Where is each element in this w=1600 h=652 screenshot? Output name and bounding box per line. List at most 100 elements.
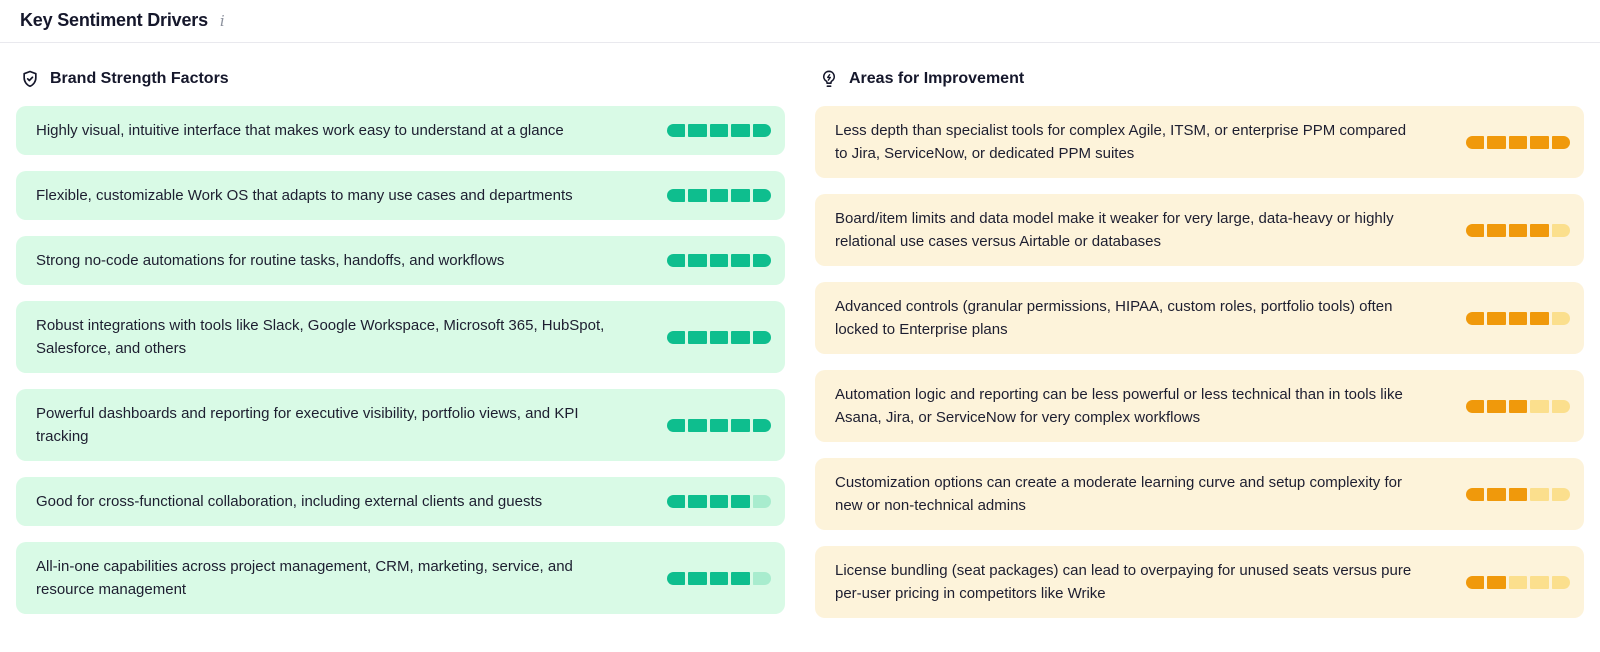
sentiment-card: Robust integrations with tools like Slac…	[16, 301, 785, 373]
shield-check-icon	[20, 69, 40, 89]
meter-segment	[1551, 399, 1571, 413]
meter-segment	[752, 571, 772, 585]
meter-segment	[1551, 223, 1571, 237]
meter-segment	[688, 254, 707, 267]
lightbulb-icon	[819, 69, 839, 89]
meter-segment	[752, 124, 772, 137]
page-header: Key Sentiment Drivers i	[0, 0, 1600, 42]
card-text: Robust integrations with tools like Slac…	[36, 317, 605, 357]
meter-segment	[1530, 399, 1549, 413]
meter-segment	[709, 254, 729, 267]
sentiment-card: Highly visual, intuitive interface that …	[16, 106, 785, 155]
meter-segment	[1530, 487, 1549, 501]
meter-segment	[1530, 311, 1549, 325]
sentiment-card: Board/item limits and data model make it…	[815, 194, 1584, 266]
meter-segment	[688, 495, 707, 508]
sentiment-meter	[667, 189, 772, 202]
meter-segment	[688, 418, 707, 432]
meter-segment	[667, 189, 686, 202]
column-title-improvement: Areas for Improvement	[849, 70, 1025, 87]
meter-segment	[667, 418, 686, 432]
card-text: Board/item limits and data model make it…	[835, 210, 1394, 250]
column-title-strengths: Brand Strength Factors	[50, 70, 229, 87]
meter-segment	[731, 189, 750, 202]
card-text: Powerful dashboards and reporting for ex…	[36, 405, 579, 445]
card-text: Automation logic and reporting can be le…	[835, 386, 1403, 426]
meter-segment	[1508, 135, 1528, 149]
meter-segment	[1466, 223, 1485, 237]
meter-segment	[731, 571, 750, 585]
meter-segment	[731, 495, 750, 508]
card-text: Highly visual, intuitive interface that …	[36, 122, 564, 139]
card-text: Strong no-code automations for routine t…	[36, 252, 505, 269]
meter-segment	[667, 495, 686, 508]
meter-segment	[688, 124, 707, 137]
meter-segment	[1530, 223, 1549, 237]
sentiment-card: Strong no-code automations for routine t…	[16, 236, 785, 285]
meter-segment	[752, 495, 772, 508]
card-text: License bundling (seat packages) can lea…	[835, 562, 1412, 602]
card-text: Customization options can create a moder…	[835, 474, 1402, 514]
meter-segment	[1466, 135, 1485, 149]
meter-segment	[1551, 135, 1571, 149]
sentiment-card: Powerful dashboards and reporting for ex…	[16, 389, 785, 461]
sentiment-meter	[667, 495, 772, 508]
meter-segment	[667, 330, 686, 344]
meter-segment	[752, 330, 772, 344]
meter-segment	[1487, 399, 1506, 413]
meter-segment	[1466, 487, 1485, 501]
meter-segment	[667, 571, 686, 585]
meter-segment	[688, 330, 707, 344]
sentiment-card: Customization options can create a moder…	[815, 458, 1584, 530]
meter-segment	[731, 124, 750, 137]
card-text: Flexible, customizable Work OS that adap…	[36, 187, 573, 204]
sentiment-meter	[1466, 311, 1571, 325]
meter-segment	[1487, 135, 1506, 149]
sentiment-meter	[667, 330, 772, 344]
sentiment-meter	[667, 254, 772, 267]
meter-segment	[1508, 223, 1528, 237]
sentiment-meter	[1466, 135, 1571, 149]
meter-segment	[709, 495, 729, 508]
meter-segment	[1508, 311, 1528, 325]
card-text: Less depth than specialist tools for com…	[835, 122, 1407, 162]
card-text: All-in-one capabilities across project m…	[36, 558, 573, 598]
meter-segment	[688, 571, 707, 585]
sentiment-meter	[1466, 575, 1571, 589]
sentiment-meter	[667, 418, 772, 432]
sentiment-card: All-in-one capabilities across project m…	[16, 542, 785, 614]
sentiment-meter	[667, 571, 772, 585]
card-text: Advanced controls (granular permissions,…	[835, 298, 1393, 338]
areas-improvement-cards: Less depth than specialist tools for com…	[815, 106, 1584, 618]
sentiment-card: Good for cross-functional collaboration,…	[16, 477, 785, 526]
meter-segment	[1551, 575, 1571, 589]
meter-segment	[709, 124, 729, 137]
brand-strengths-column: Brand Strength Factors Highly visual, in…	[16, 68, 785, 618]
sentiment-meter	[1466, 399, 1571, 413]
sentiment-card: License bundling (seat packages) can lea…	[815, 546, 1584, 618]
meter-segment	[1551, 487, 1571, 501]
info-icon[interactable]: i	[219, 11, 225, 30]
meter-segment	[1508, 487, 1528, 501]
meter-segment	[709, 189, 729, 202]
sentiment-card: Automation logic and reporting can be le…	[815, 370, 1584, 442]
meter-segment	[731, 254, 750, 267]
meter-segment	[752, 254, 772, 267]
meter-segment	[1466, 311, 1485, 325]
meter-segment	[667, 254, 686, 267]
sentiment-card: Less depth than specialist tools for com…	[815, 106, 1584, 178]
meter-segment	[1487, 487, 1506, 501]
card-text: Good for cross-functional collaboration,…	[36, 493, 543, 510]
meter-segment	[1530, 575, 1549, 589]
sentiment-card: Advanced controls (granular permissions,…	[815, 282, 1584, 354]
meter-segment	[1487, 223, 1506, 237]
sentiment-meter	[1466, 223, 1571, 237]
brand-strengths-cards: Highly visual, intuitive interface that …	[16, 106, 785, 614]
meter-segment	[688, 189, 707, 202]
meter-segment	[752, 418, 772, 432]
sentiment-meter	[667, 124, 772, 137]
meter-segment	[1508, 575, 1528, 589]
meter-segment	[1466, 575, 1485, 589]
meter-segment	[1530, 135, 1549, 149]
meter-segment	[1487, 311, 1506, 325]
